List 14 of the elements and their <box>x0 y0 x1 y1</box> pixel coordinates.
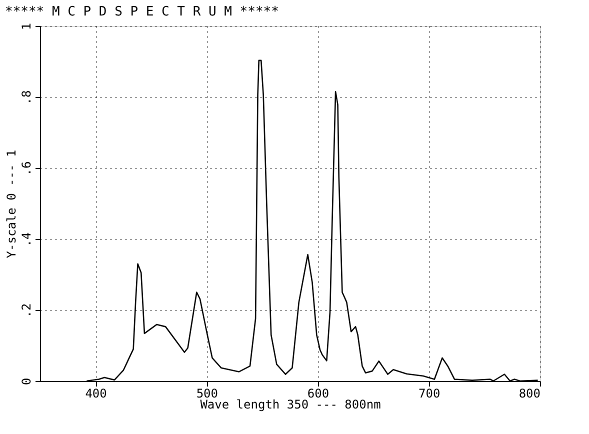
y-tick-label: 1 <box>20 22 34 30</box>
x-tick-label: 500 <box>196 386 218 400</box>
y-tick-label: 0 <box>20 378 34 386</box>
y-tick-label: .8 <box>20 90 34 105</box>
y-tick-label: .2 <box>20 303 34 318</box>
y-tick-label: .6 <box>20 161 34 176</box>
y-tick-label: .4 <box>20 232 34 247</box>
x-tick-label: 700 <box>418 386 440 400</box>
x-tick-label: 800 <box>518 386 540 400</box>
x-tick-label: 400 <box>85 386 107 400</box>
y-axis-title: Y-scale 0 --- 1 <box>4 150 18 258</box>
x-axis-title: Wave length 350 --- 800nm <box>200 398 381 412</box>
x-tick-label: 600 <box>307 386 330 400</box>
chart-title: ***** M C P D S P E C T R U M ***** <box>5 4 279 20</box>
